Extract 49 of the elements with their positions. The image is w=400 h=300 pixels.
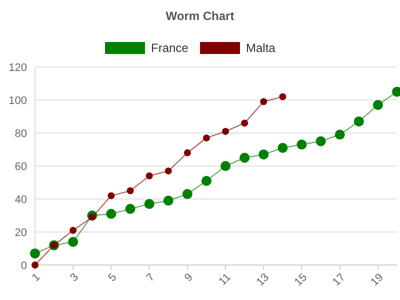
point: [182, 189, 192, 200]
point: [30, 248, 40, 258]
point: [222, 128, 230, 135]
point: [108, 192, 115, 200]
point: [68, 236, 78, 247]
point: [106, 208, 116, 219]
point: [70, 226, 77, 234]
point: [201, 176, 212, 186]
point: [126, 187, 134, 194]
x-tick-label: 5: [106, 271, 120, 284]
point: [125, 204, 136, 214]
x-tick-label: 13: [254, 271, 272, 289]
y-tick-label: 100: [8, 94, 27, 107]
x-tick-label: 1: [30, 271, 43, 284]
y-tick-label: 60: [14, 160, 27, 173]
point: [279, 93, 286, 100]
legend-label: Malta: [246, 41, 276, 56]
point: [220, 161, 231, 171]
chart-title: Worm Chart: [166, 9, 234, 23]
point: [146, 172, 153, 180]
legend-label: France: [151, 41, 189, 56]
x-tick-label: 11: [216, 271, 234, 288]
x-tick-label: 15: [292, 271, 310, 289]
point: [241, 120, 248, 127]
x-tick-label: 9: [182, 271, 196, 284]
point: [354, 116, 364, 126]
point: [278, 142, 288, 153]
point: [334, 130, 345, 140]
x-tick-label: 19: [368, 271, 386, 289]
point: [260, 98, 268, 106]
point: [240, 152, 250, 163]
point: [316, 136, 326, 146]
x-tick-label: 17: [330, 271, 348, 289]
point: [372, 100, 383, 110]
x-tick-label: 3: [68, 271, 81, 284]
point: [258, 149, 269, 160]
point: [144, 198, 154, 209]
y-tick-label: 20: [14, 226, 27, 239]
point: [202, 134, 210, 142]
y-tick-label: 0: [20, 260, 27, 272]
point: [163, 196, 174, 206]
point: [296, 140, 307, 150]
point: [184, 149, 191, 156]
y-tick-label: 80: [14, 128, 27, 140]
point: [164, 167, 172, 174]
x-tick-label: 7: [144, 271, 158, 284]
point: [88, 214, 96, 221]
y-tick-label: 40: [14, 194, 27, 206]
y-tick-label: 120: [8, 62, 27, 74]
